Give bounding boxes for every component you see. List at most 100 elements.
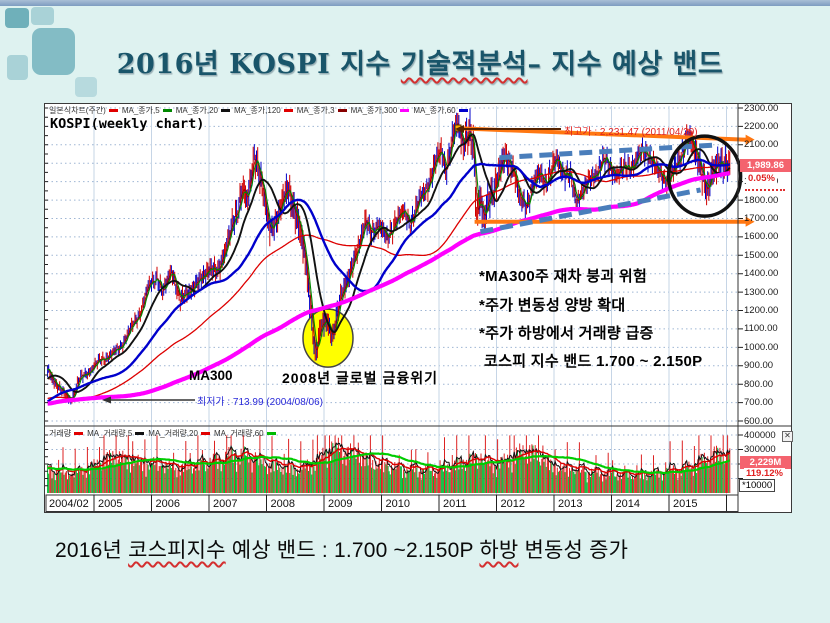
x-axis-label: 2015 <box>673 498 698 510</box>
volume-axis-label: 400000 <box>744 429 776 441</box>
v-gridlines <box>93 106 727 495</box>
title-underlined: 기술적분석 <box>400 49 528 80</box>
price-axis-label: 700.00 <box>744 397 774 409</box>
legend-item-label: MA_거래량,5 <box>87 428 133 438</box>
decor-square-1 <box>5 8 29 28</box>
price-legend: 일본식차트(주간) MA_종가,5 MA_종가,20 MA_종가,120 MA_종가,3… <box>49 104 472 116</box>
volume-ma-line <box>47 452 731 475</box>
last-price-change: 0.05% <box>746 173 777 184</box>
price-axis-label: 1500.00 <box>744 249 779 261</box>
top-accent-strip <box>0 0 830 6</box>
hidden-tick-marker <box>745 189 785 191</box>
analysis-note: *주가 하방에서 거래량 급증 <box>479 325 654 342</box>
x-axis-label: 2005 <box>98 498 123 510</box>
low-arrow-head <box>102 396 111 404</box>
x-strip <box>45 494 739 512</box>
price-axis-label: 1400.00 <box>744 268 779 280</box>
volume-axis-label: 300000 <box>744 444 776 455</box>
decor-square-2 <box>31 7 54 25</box>
close-icon[interactable]: ✕ <box>782 431 793 442</box>
legend-color-dash <box>221 108 230 112</box>
price-ma-line <box>46 170 731 406</box>
x-axis-label: 2007 <box>213 498 238 510</box>
price-axis-label: 900.00 <box>744 360 774 372</box>
price-axis-label: 2300.00 <box>744 102 779 114</box>
volume-bars-up <box>49 435 731 493</box>
price-axis-label: 1800.00 <box>744 194 779 206</box>
title-prefix: 2016년 KOSPI 지수 <box>116 49 401 80</box>
all-time-high-label: 최고가 : 2,231.47 (2011/04/29) <box>564 127 698 138</box>
legend-color-dash <box>108 108 118 112</box>
last-volume-change: 119.12% <box>744 468 785 479</box>
price-axis-label: 800.00 <box>744 378 774 390</box>
price-axis-label: 1100.00 <box>744 323 778 335</box>
x-axis-label: 2006 <box>155 498 180 510</box>
x-axis-label: 2014 <box>615 498 640 510</box>
legend-item-label: 거래량 <box>49 428 72 438</box>
band-arrow <box>745 134 755 145</box>
price-axis-label: 2200.00 <box>744 120 779 132</box>
legend-color-dash <box>135 431 145 435</box>
tick-marks <box>45 107 743 511</box>
kospi-chart: 일본식차트(주간) MA_종가,5 MA_종가,20 MA_종가,120 MA_종가,3… <box>44 102 793 513</box>
caption-part2: 예상 밴드 : 1.700 ~2.150P <box>225 539 480 562</box>
high-arrow-head <box>455 125 464 133</box>
slide-caption: 2016년 코스피지수 예상 밴드 : 1.700 ~2.150P 하방 변동성… <box>55 534 628 564</box>
legend-item-label: MA_종가,3 <box>296 105 335 115</box>
decor-square-4 <box>7 55 28 80</box>
legend-color-dash <box>74 431 84 435</box>
x-axis-label: 2008 <box>270 498 295 510</box>
price-axis-label: 1700.00 <box>744 213 779 224</box>
legend-color-dash <box>400 108 410 112</box>
caption-part3: 변동성 증가 <box>518 539 629 562</box>
x-axis-label: 2009 <box>328 498 353 510</box>
x-axis-label: 2010 <box>385 498 410 510</box>
crisis-2008-label: 2008년 글로벌 금융위기 <box>282 370 438 386</box>
slide-title: 2016년 KOSPI 지수 기술적분석– 지수 예상 밴드 <box>40 42 800 81</box>
volume-unit: *10000 <box>739 479 776 492</box>
price-axis-label: 1300.00 <box>744 286 779 298</box>
analysis-note: *주가 변동성 양방 확대 <box>479 297 626 314</box>
title-suffix: – 지수 예상 밴드 <box>527 49 724 80</box>
legend-color-dash <box>162 108 172 112</box>
last-price-badge: 1,989.86 <box>740 159 791 172</box>
caption-part1: 2016년 <box>55 539 129 562</box>
legend-item-label: MA_거래량,60 <box>213 428 264 438</box>
chart-title: KOSPI(weekly chart) <box>50 116 205 132</box>
wedge-upper-dashed <box>499 142 713 161</box>
x-axis-label: 2013 <box>558 498 583 510</box>
legend-item-label: MA_종가,20 <box>175 105 218 115</box>
price-axis-label: 1000.00 <box>744 341 779 353</box>
analysis-note: 코스피 지수 밴드 1.700 ~ 2.150P <box>484 353 703 370</box>
current-zone-ellipse <box>666 134 743 218</box>
chart-canvas <box>45 104 791 512</box>
volume-legend: 거래량 MA_거래량,5 MA_거래량,20 MA_거래량,60 <box>49 427 280 439</box>
legend-item-label: MA_종가,60 <box>413 105 456 115</box>
price-ma-line <box>46 133 731 393</box>
legend-color-dash <box>458 108 468 112</box>
legend-color-dash <box>337 108 347 112</box>
price-ma-line <box>46 158 731 403</box>
price-axis-label: 2100.00 <box>744 139 779 151</box>
legend-item-label: MA_거래량,20 <box>148 428 198 438</box>
legend-color-dash <box>283 108 293 112</box>
caption-underlined-1: 코스피지수 <box>128 539 226 562</box>
decor-square-5 <box>75 77 97 97</box>
legend-color-dash <box>200 431 210 435</box>
caption-underlined-2: 하방 <box>479 539 519 562</box>
last-volume-badge: 2,229M <box>740 456 791 469</box>
volume-ma-line <box>47 447 731 476</box>
price-ma-line <box>47 163 730 400</box>
analysis-note: *MA300주 재차 붕괴 위험 <box>479 268 648 285</box>
x-axis-label: 2012 <box>500 498 525 510</box>
price-axis-label: 1200.00 <box>744 305 779 316</box>
price-axis-label: 600.00 <box>744 415 774 427</box>
ma300-label: MA300 <box>189 368 233 383</box>
legend-item-label: MA_종가,5 <box>121 105 160 115</box>
decor-square-3 <box>32 28 75 75</box>
x-axis-label: 2004/02 <box>49 498 89 510</box>
legend-color-dash <box>266 431 276 435</box>
price-axis-label: 1600.00 <box>744 231 779 243</box>
legend-item-label: MA_종가,300 <box>350 105 398 115</box>
legend-item-label: 일본식차트(주간) <box>49 105 106 115</box>
